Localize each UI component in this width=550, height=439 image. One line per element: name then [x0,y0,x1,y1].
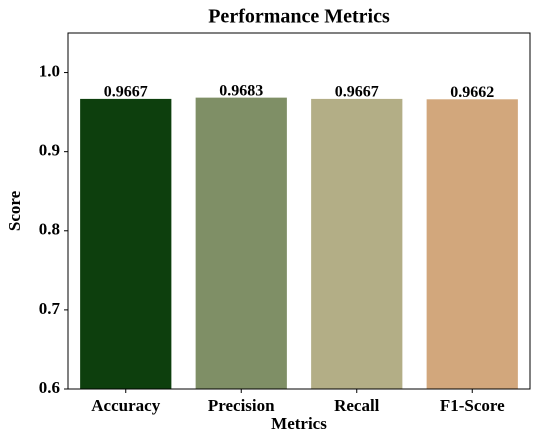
x-tick-label: Accuracy [91,396,160,415]
x-tick-label: Precision [208,396,275,415]
y-tick-label: 1.0 [39,61,60,80]
value-label: 0.9662 [450,84,494,101]
y-tick-label: 0.9 [39,141,60,160]
y-tick-label: 0.8 [39,220,60,239]
value-label: 0.9667 [335,84,379,101]
bar [426,99,518,390]
y-tick-label: 0.6 [39,378,60,397]
x-tick-label: F1-Score [440,396,505,415]
y-axis-label: Score [5,190,24,231]
x-tick-label: Recall [334,396,380,415]
value-label: 0.9667 [104,84,148,101]
chart-title: Performance Metrics [208,6,390,28]
plot-frame [67,32,531,390]
bar [311,98,403,389]
bar [80,98,172,389]
x-axis-label: Metrics [271,414,327,433]
y-tick-label: 0.7 [39,299,61,318]
bar [195,97,287,389]
value-label: 0.9683 [219,82,263,99]
